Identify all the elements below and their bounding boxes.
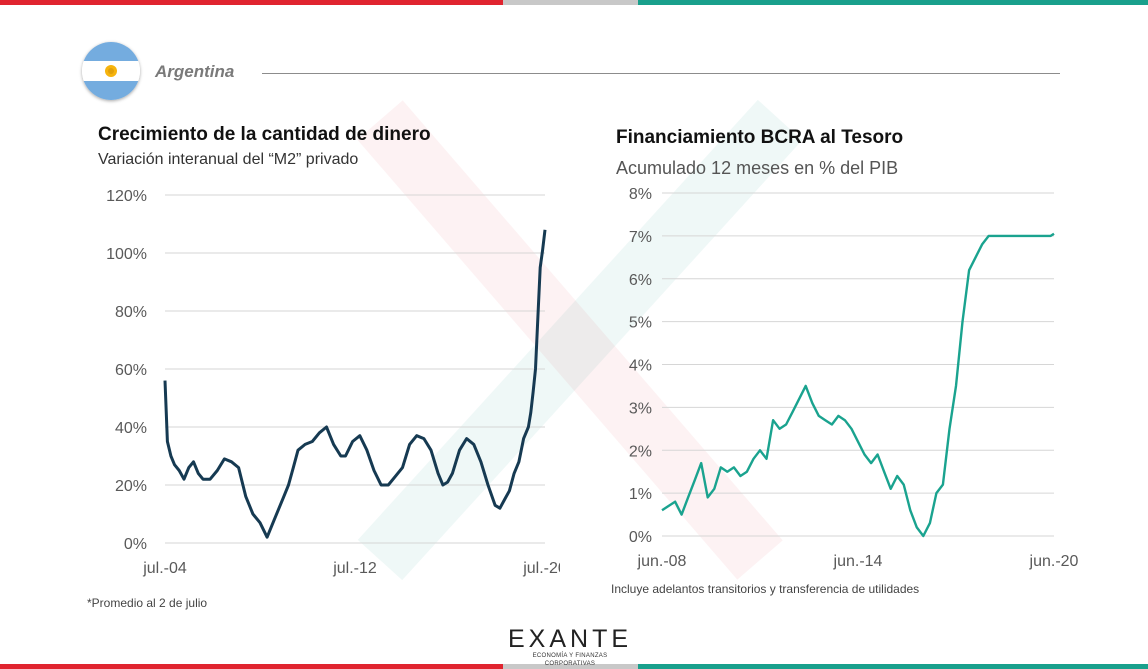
x-tick-label: jul.-04 (142, 560, 187, 577)
top-band-green (638, 0, 1148, 5)
y-tick-label: 40% (115, 420, 147, 437)
y-tick-label: 5% (629, 315, 652, 332)
right-footnote: Incluye adelantos transitorios y transfe… (611, 582, 920, 596)
y-tick-label: 3% (629, 400, 652, 417)
right-chart-subtitle: Acumulado 12 meses en % del PIB (616, 158, 899, 178)
y-tick-label: 80% (115, 304, 147, 321)
m2-growth-chart: 0% 20% 40% 60% 80% 100% 120% jul.-04 jul.-12 jul.… (106, 188, 560, 577)
bcra-financing-chart: 0% 1% 2% 3% 4% 5% 6% 7% 8% jun.-08 jun.-14 jun.-20 (629, 186, 1079, 570)
y-tick-label: 4% (629, 358, 652, 375)
y-tick-label: 20% (115, 478, 147, 495)
y-tick-label: 100% (106, 246, 147, 263)
y-tick-label: 60% (115, 362, 147, 379)
exante-logo: EXANTE ECONOMÍA Y FINANZAS CORPORATIVAS (508, 626, 632, 668)
argentina-flag-icon (82, 42, 140, 100)
y-tick-label: 8% (629, 186, 652, 203)
left-chart-title: Crecimiento de la cantidad de dinero (98, 124, 431, 145)
series-line (163, 229, 547, 539)
x-tick-label: jul.-20 (522, 560, 560, 577)
country-label: Argentina (155, 62, 235, 81)
x-tick-label: jun.-08 (637, 553, 687, 570)
y-tick-label: 0% (629, 529, 652, 546)
y-tick-label: 2% (629, 443, 652, 460)
y-tick-label: 1% (629, 486, 652, 503)
logo-wordmark: EXANTE (508, 625, 633, 653)
logo-tagline: ECONOMÍA Y FINANZAS CORPORATIVAS (532, 653, 608, 667)
bottom-band-green (638, 664, 1148, 669)
y-tick-label: 7% (629, 229, 652, 246)
x-tick-label: jul.-12 (332, 560, 377, 577)
bottom-band-gray (503, 664, 638, 669)
bottom-band-red (0, 664, 503, 669)
y-tick-label: 0% (124, 536, 147, 553)
right-chart-title: Financiamiento BCRA al Tesoro (616, 127, 904, 148)
y-tick-label: 6% (629, 272, 652, 289)
series-line (661, 232, 1055, 538)
x-tick-label: jun.-20 (1029, 553, 1079, 570)
country-header-rule (262, 73, 1060, 74)
y-tick-label: 120% (106, 188, 147, 205)
left-chart-subtitle: Variación interanual del “M2” privado (98, 151, 359, 168)
left-footnote: *Promedio al 2 de julio (87, 596, 208, 610)
top-band-red (0, 0, 503, 5)
x-tick-label: jun.-14 (833, 553, 883, 570)
top-band-gray (503, 0, 638, 5)
